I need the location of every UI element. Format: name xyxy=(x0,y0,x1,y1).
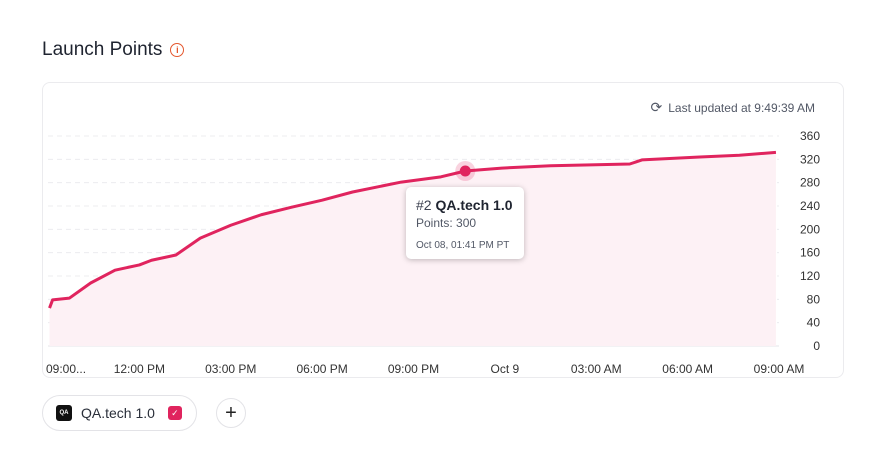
x-tick-label: 09:00 PM xyxy=(388,362,439,376)
x-tick-label: 06:00 AM xyxy=(662,362,713,376)
legend-chip[interactable]: QA QA.tech 1.0 ✓ xyxy=(42,395,197,431)
last-updated: ⟳ Last updated at 9:49:39 AM xyxy=(650,99,815,115)
y-tick-label: 40 xyxy=(807,316,821,330)
y-tick-label: 0 xyxy=(813,339,820,353)
x-tick-label: 12:00 PM xyxy=(114,362,165,376)
y-tick-label: 120 xyxy=(800,269,820,283)
info-icon[interactable]: i xyxy=(170,43,185,57)
x-tick-label: Oct 9 xyxy=(491,362,520,376)
y-tick-label: 240 xyxy=(800,199,820,213)
y-tick-label: 200 xyxy=(800,222,820,236)
y-tick-label: 280 xyxy=(800,176,820,190)
tooltip: #2 QA.tech 1.0 Points: 300 Oct 08, 01:41… xyxy=(406,187,524,259)
x-tick-label: 09:00 AM xyxy=(754,362,805,376)
chart-card: ⟳ Last updated at 9:49:39 AM xyxy=(42,82,844,378)
y-tick-label: 320 xyxy=(800,152,820,166)
x-tick-label: 06:00 PM xyxy=(296,362,347,376)
series-line xyxy=(48,150,777,309)
x-tick-label: 09:00... xyxy=(46,362,86,376)
checkbox-checked-icon[interactable]: ✓ xyxy=(167,406,182,420)
qa-tech-logo: QA xyxy=(56,405,72,421)
x-tick-label: 03:00 AM xyxy=(571,362,622,376)
highlight-point xyxy=(459,165,471,177)
page-title: Launch Points i xyxy=(42,39,185,61)
x-tick-label: 03:00 PM xyxy=(205,362,256,376)
y-tick-label: 160 xyxy=(800,246,820,260)
y-tick-label: 360 xyxy=(800,129,820,143)
y-tick-label: 80 xyxy=(807,292,821,306)
refresh-icon[interactable]: ⟳ xyxy=(650,99,663,115)
add-series-button[interactable]: + xyxy=(216,398,246,428)
